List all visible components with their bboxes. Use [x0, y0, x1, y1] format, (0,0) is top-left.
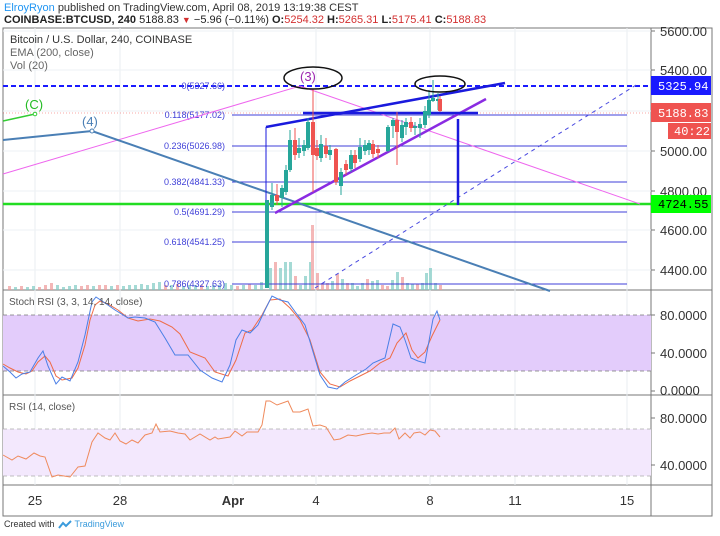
badge-countdown: 40:22 [674, 125, 710, 139]
volume-bars [8, 225, 442, 290]
legend-ema[interactable]: EMA (200, close) [10, 47, 94, 59]
time-tick-4: 4 [312, 493, 319, 508]
price-tick-5600: 5600.00 [660, 24, 707, 39]
legend-vol[interactable]: Vol (20) [10, 60, 48, 72]
down-triangle-icon: ▼ [181, 15, 191, 25]
close-label: C: [434, 14, 447, 26]
symbol-quote-bar: COINBASE:BTCUSD, 240 5188.83 ▼ −5.96 (−0… [4, 14, 486, 26]
close-value: 5188.83 [446, 14, 487, 26]
stoch-tick-80: 80.0000 [660, 308, 707, 323]
time-tick-28: 28 [113, 493, 127, 508]
time-tick-15: 15 [620, 493, 634, 508]
chart-legend: Bitcoin / U.S. Dollar, 240, COINBASE EMA… [10, 34, 192, 73]
legend-title: Bitcoin / U.S. Dollar, 240, COINBASE [10, 34, 193, 46]
published-text: published on TradingView.com, April 08, … [57, 2, 359, 14]
rsi-tick-40: 40.0000 [660, 458, 707, 473]
stoch-rsi-label: Stoch RSI (3, 3, 14, 14, close) [9, 297, 142, 308]
wave-label-3: (3) [300, 69, 316, 84]
price-tick-5000: 5000.00 [660, 144, 707, 159]
fib-label-0236: 0.236(5026.98) [164, 141, 225, 151]
tradingview-logo-icon [57, 519, 72, 529]
low-value: 5175.41 [391, 14, 432, 26]
fib-label-0118: 0.118(5177.02) [165, 110, 225, 120]
fib-label-0: 0(5327.66) [181, 81, 225, 91]
high-label: H: [327, 14, 339, 26]
wave-label-c: (C) [25, 97, 43, 112]
symbol-label: COINBASE:BTCUSD, 240 [4, 14, 137, 26]
low-label: L: [381, 14, 392, 26]
rsi-label: RSI (14, close) [9, 402, 75, 413]
author-link[interactable]: ElroyRyon [4, 2, 55, 14]
publish-info: ElroyRyon published on TradingView.com, … [4, 2, 358, 14]
open-value: 5254.32 [284, 14, 324, 26]
rsi-tick-80: 80.0000 [660, 411, 707, 426]
wave-label-4: (4) [82, 114, 98, 129]
tradingview-brand-link[interactable]: TradingView [74, 519, 125, 529]
badge-4724: 4724.55 [658, 198, 708, 212]
badge-5325: 5325.94 [658, 80, 708, 94]
time-tick-25: 25 [28, 493, 42, 508]
fib-label-05: 0.5(4691.29) [174, 207, 225, 217]
candles [265, 80, 442, 288]
time-tick-8: 8 [426, 493, 433, 508]
fib-label-0618: 0.618(4541.25) [164, 237, 225, 247]
time-tick-11: 11 [508, 493, 522, 508]
fib-label-0382: 0.382(4841.33) [164, 177, 225, 187]
price-change: −5.96 (−0.11%) [193, 14, 269, 26]
badge-last-price: 5188.83 [658, 107, 708, 121]
footer: Created with TradingView [4, 519, 124, 529]
time-tick-apr: Apr [222, 493, 244, 508]
last-price: 5188.83 [139, 14, 179, 26]
created-with-text: Created with [4, 519, 55, 529]
price-tick-4600: 4600.00 [660, 223, 707, 238]
stoch-tick-40: 40.0000 [660, 346, 707, 361]
open-label: O: [271, 14, 285, 26]
price-tick-4400: 4400.00 [660, 263, 707, 278]
stoch-tick-0: 0.0000 [660, 383, 700, 398]
fib-label-0786: 0.786(4327.63) [164, 279, 225, 289]
price-tick-5400: 5400.00 [660, 63, 707, 78]
high-value: 5265.31 [338, 14, 379, 26]
